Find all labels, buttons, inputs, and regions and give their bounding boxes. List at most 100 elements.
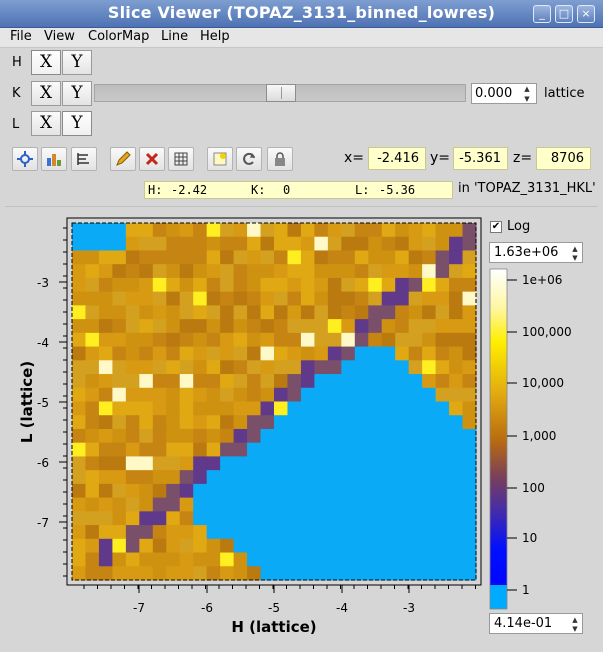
heatmap-cell xyxy=(462,319,477,334)
heatmap-cell xyxy=(395,428,410,444)
heatmap-cell xyxy=(220,538,235,554)
heatmap-cell xyxy=(327,428,342,444)
dim-k-slider-handle[interactable] xyxy=(266,84,296,102)
slice-plot[interactable]: -7 -6 -5 -4 -3 -3 -4 -5 -6 -7 H (lattice… xyxy=(5,207,598,649)
heatmap-cell xyxy=(260,483,275,499)
heatmap-cell xyxy=(152,346,167,361)
heatmap-cell xyxy=(152,497,167,512)
heatmap-cell xyxy=(300,442,315,457)
heatmap-cell xyxy=(139,428,154,444)
heatmap-cell xyxy=(274,525,288,540)
heatmap-cell xyxy=(449,401,464,416)
heatmap-cell xyxy=(395,264,410,279)
delete-icon[interactable] xyxy=(139,147,165,171)
lock-icon[interactable] xyxy=(267,147,293,171)
heatmap-cell xyxy=(98,497,113,512)
heatmap-image[interactable] xyxy=(72,223,477,581)
colorbar-min-input[interactable]: 4.14e-01 xyxy=(489,613,583,634)
minimize-button[interactable]: _ xyxy=(533,5,551,23)
heatmap-cell xyxy=(435,250,450,265)
heatmap-cell xyxy=(381,305,396,320)
colorbar-gradient[interactable] xyxy=(490,269,507,599)
zoom-fit-icon[interactable] xyxy=(12,147,38,171)
dim-h-y-button[interactable]: Y xyxy=(62,50,92,75)
heatmap-cell xyxy=(206,360,221,375)
heatmap-cell xyxy=(341,374,356,389)
peaks-icon[interactable] xyxy=(207,147,233,171)
heatmap-cell xyxy=(98,277,113,293)
dim-k-spinbox[interactable] xyxy=(471,83,537,104)
heatmap-cell xyxy=(206,305,221,320)
heatmap-cell xyxy=(314,332,329,348)
heatmap-cell xyxy=(247,401,262,416)
heatmap-cell xyxy=(179,566,194,581)
workspace-name: in 'TOPAZ_3131_HKL' xyxy=(458,181,596,196)
heatmap-cell xyxy=(206,483,221,499)
heatmap-cell xyxy=(381,360,396,375)
l-readout-value: -5.36 xyxy=(379,183,416,197)
menu-colormap[interactable]: ColorMap xyxy=(88,29,150,44)
menu-line[interactable]: Line xyxy=(161,29,189,44)
spin-down-icon[interactable]: ▼ xyxy=(524,95,530,103)
heatmap-cell xyxy=(341,360,356,375)
heatmap-cell xyxy=(314,374,329,389)
spin-up-icon[interactable]: ▲ xyxy=(572,245,578,253)
heatmap-cell xyxy=(314,236,329,251)
maximize-button[interactable]: □ xyxy=(555,5,573,23)
dim-k-y-button[interactable]: Y xyxy=(62,81,92,106)
dim-l-x-button[interactable]: X xyxy=(31,111,61,136)
heatmap-cell xyxy=(300,483,315,499)
heatmap-cell xyxy=(274,387,288,402)
heatmap-cell xyxy=(449,538,464,554)
line-mode-icon[interactable] xyxy=(71,147,97,171)
spin-down-icon[interactable]: ▼ xyxy=(572,625,578,633)
heatmap-cell xyxy=(233,223,248,238)
spin-up-icon[interactable]: ▲ xyxy=(524,85,530,93)
dim-k-x-button[interactable]: X xyxy=(31,81,61,106)
menu-view[interactable]: View xyxy=(44,29,75,44)
heatmap-cell xyxy=(408,291,423,306)
heatmap-cell xyxy=(327,415,342,430)
heatmap-cell xyxy=(395,483,410,499)
heatmap-cell xyxy=(368,483,383,499)
heatmap-cell xyxy=(220,277,235,293)
heatmap-cell xyxy=(112,442,127,457)
heatmap-cell xyxy=(247,428,262,444)
heatmap-cell xyxy=(287,250,302,265)
heatmap-cell xyxy=(72,319,86,334)
heatmap-cell xyxy=(112,497,127,512)
menu-help[interactable]: Help xyxy=(200,29,230,44)
heatmap-cell xyxy=(233,538,248,554)
heatmap-cell xyxy=(206,291,221,306)
heatmap-cell xyxy=(152,291,167,306)
heatmap-cell xyxy=(395,552,410,567)
heatmap-cell xyxy=(233,332,248,348)
heatmap-cell xyxy=(381,497,396,512)
heatmap-cell xyxy=(247,291,262,306)
refresh-icon[interactable] xyxy=(236,147,262,171)
heatmap-cell xyxy=(327,277,342,293)
heatmap-cell xyxy=(300,346,315,361)
pencil-icon[interactable] xyxy=(110,147,136,171)
dim-h-x-button[interactable]: X xyxy=(31,50,61,75)
heatmap-cell xyxy=(152,415,167,430)
heatmap-cell xyxy=(85,525,100,540)
heatmap-cell xyxy=(449,305,464,320)
colorbar-max-input[interactable]: 1.63e+06 xyxy=(489,242,583,263)
heatmap-cell xyxy=(247,442,262,457)
menu-file[interactable]: File xyxy=(10,29,32,44)
grid-icon[interactable] xyxy=(168,147,194,171)
close-button[interactable]: × xyxy=(577,5,595,23)
heatmap-cell xyxy=(260,319,275,334)
heatmap-cell xyxy=(408,223,423,238)
spin-up-icon[interactable]: ▲ xyxy=(572,616,578,624)
heatmap-cell xyxy=(179,360,194,375)
heatmap-cell xyxy=(139,319,154,334)
title-bar[interactable] xyxy=(0,0,603,28)
spin-down-icon[interactable]: ▼ xyxy=(572,254,578,262)
heatmap-cell xyxy=(193,264,208,279)
heatmap-cell xyxy=(354,525,369,540)
dim-l-y-button[interactable]: Y xyxy=(62,111,92,136)
rebin-icon[interactable] xyxy=(41,147,67,171)
log-checkbox[interactable]: ✔ xyxy=(490,221,502,233)
